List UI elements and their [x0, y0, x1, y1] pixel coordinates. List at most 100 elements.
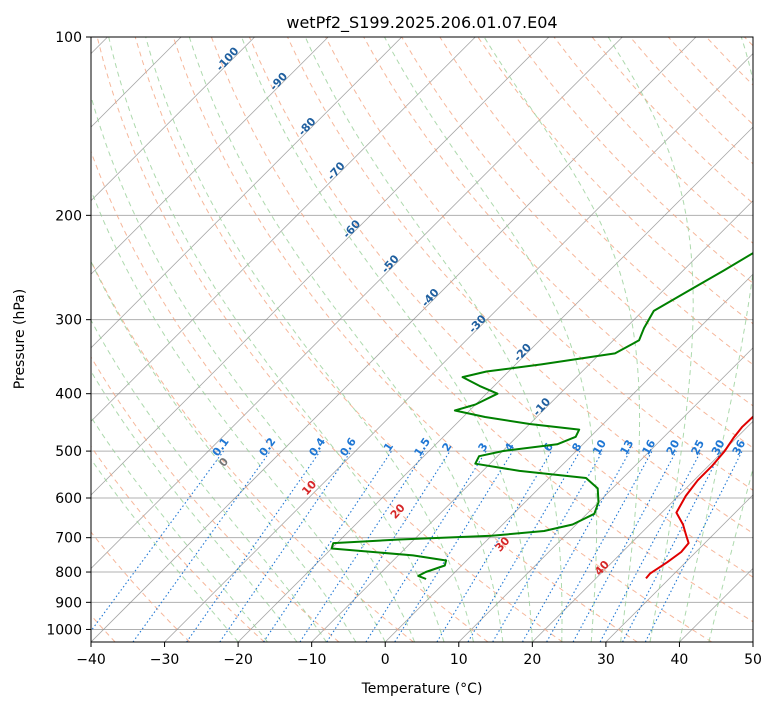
mixing-ratio-lines [91, 450, 743, 642]
dry-adiabat-line [667, 37, 753, 126]
moist-adiabat-line [145, 37, 474, 642]
mixing-ratio-label: 1 [381, 440, 396, 454]
x-tick-label: 10 [450, 652, 468, 668]
isotherm-line [91, 37, 623, 570]
dry-adiabat-label: -80 [296, 115, 319, 139]
x-tick-label: 40 [671, 652, 689, 668]
mixing-ratio-line [546, 450, 653, 642]
dry-adiabat-line [287, 37, 753, 534]
dry-adiabat-label: -20 [511, 341, 534, 365]
x-tick-label: 30 [597, 652, 615, 668]
isotherm-line [91, 37, 697, 642]
isotherm-line [164, 52, 753, 642]
y-tick-label: 600 [55, 491, 82, 507]
moist-adiabat-line [91, 458, 239, 642]
moist-adiabat-line [188, 37, 504, 642]
mixing-ratio-line [263, 450, 392, 642]
mixing-ratio-label: 3 [476, 441, 491, 454]
x-tick-label: −10 [297, 652, 327, 668]
mixing-ratio-line [492, 450, 604, 642]
dry-adiabat-line [744, 37, 753, 47]
mixing-ratio-label: 13 [618, 438, 637, 458]
mixing-ratio-label: 0.2 [256, 435, 278, 458]
mixing-ratio-label: 36 [730, 437, 749, 457]
moist-adiabat-line [384, 37, 598, 642]
isotherm-line [532, 420, 753, 642]
moist-adiabat-line [304, 37, 563, 642]
dry-adiabat-lines [91, 37, 753, 642]
dry-adiabat-line [401, 37, 753, 407]
y-tick-label: 800 [55, 565, 82, 581]
mixing-ratio-line [186, 450, 321, 642]
isotherm-line [237, 126, 753, 642]
dry-adiabat-label: -50 [379, 252, 402, 276]
isotherm-line [752, 641, 753, 642]
dry-adiabat-line [96, 37, 563, 642]
mixing-ratio-label: 20 [664, 437, 683, 457]
y-tick-label: 100 [55, 30, 82, 46]
mixing-ratio-label: 1.5 [411, 435, 433, 458]
sounding-profiles [330, 251, 753, 580]
x-tick-label: 50 [744, 652, 762, 668]
dry-adiabat-line [91, 531, 191, 642]
dry-adiabat-line [134, 37, 638, 642]
dry-adiabat-line [91, 150, 489, 642]
dry-adiabat-line [705, 37, 753, 86]
pressure-grid [91, 37, 753, 630]
isotherm-line [91, 37, 550, 496]
x-tick-label: 0 [381, 652, 390, 668]
dry-adiabat-line [91, 259, 414, 642]
x-tick-label: −30 [150, 652, 180, 668]
plot-frame [90, 36, 754, 643]
moist-adiabat-lines [91, 37, 753, 642]
mixing-ratio-line [521, 450, 631, 642]
isotherm-line [605, 494, 753, 642]
mixing-ratio-label: 6 [541, 440, 556, 454]
mixing-ratio-label: 0.4 [306, 435, 328, 459]
y-tick-label: 500 [55, 444, 82, 460]
dry-adiabat-label: 30 [493, 534, 513, 554]
mixing-ratio-label: 8 [569, 441, 584, 454]
isotherm-line [91, 37, 403, 349]
moist-adiabat-line [483, 37, 641, 642]
chart-title: wetPf2_S199.2025.206.01.07.E04 [286, 13, 557, 33]
mixing-ratio-label: 10 [590, 437, 609, 457]
y-tick-label: 700 [55, 531, 82, 547]
y-tick-label: 300 [55, 313, 82, 329]
dry-adiabat-label: -60 [340, 217, 363, 241]
moist-adiabat-line [91, 370, 298, 642]
dry-adiabat-line [553, 37, 753, 244]
mixing-ratio-line [572, 450, 677, 642]
moist-adiabat-line [91, 188, 386, 642]
dry-adiabat-line [515, 37, 753, 284]
moist-adiabat-line [108, 37, 445, 642]
dry-adiabat-label: -100 [213, 44, 241, 73]
mixing-ratio-line [219, 450, 352, 642]
mixing-ratio-line [644, 450, 743, 642]
y-tick-label: 900 [55, 595, 82, 611]
mixing-ratio-label: 25 [688, 438, 707, 458]
moist-adiabat-line [91, 416, 268, 642]
mixing-ratio-line [91, 450, 224, 632]
isotherm-line [458, 347, 753, 642]
moist-adiabat-line [607, 37, 694, 642]
mixing-ratio-label: 16 [640, 437, 659, 457]
dry-adiabat-label: -90 [267, 70, 290, 94]
dry-adiabat-label: -70 [325, 159, 348, 183]
isotherm-line [91, 37, 329, 275]
dry-adiabat-line [91, 445, 265, 642]
dry-adiabat-line [172, 37, 713, 642]
x-tick-label: −20 [223, 652, 253, 668]
dry-adiabat-line [248, 37, 753, 578]
isotherm-line [311, 200, 753, 642]
dry-adiabat-line [439, 37, 753, 366]
dry-adiabat-label: -30 [466, 312, 489, 336]
moist-adiabat-line [91, 94, 416, 642]
mixing-ratio-line [467, 450, 581, 642]
mixing-ratio-line [436, 450, 552, 642]
isotherm-lines [91, 37, 753, 642]
mixing-ratio-label: 4 [502, 440, 517, 454]
moist-adiabat-line [708, 466, 753, 642]
isotherm-line [91, 37, 255, 202]
isotherm-line [679, 567, 753, 642]
